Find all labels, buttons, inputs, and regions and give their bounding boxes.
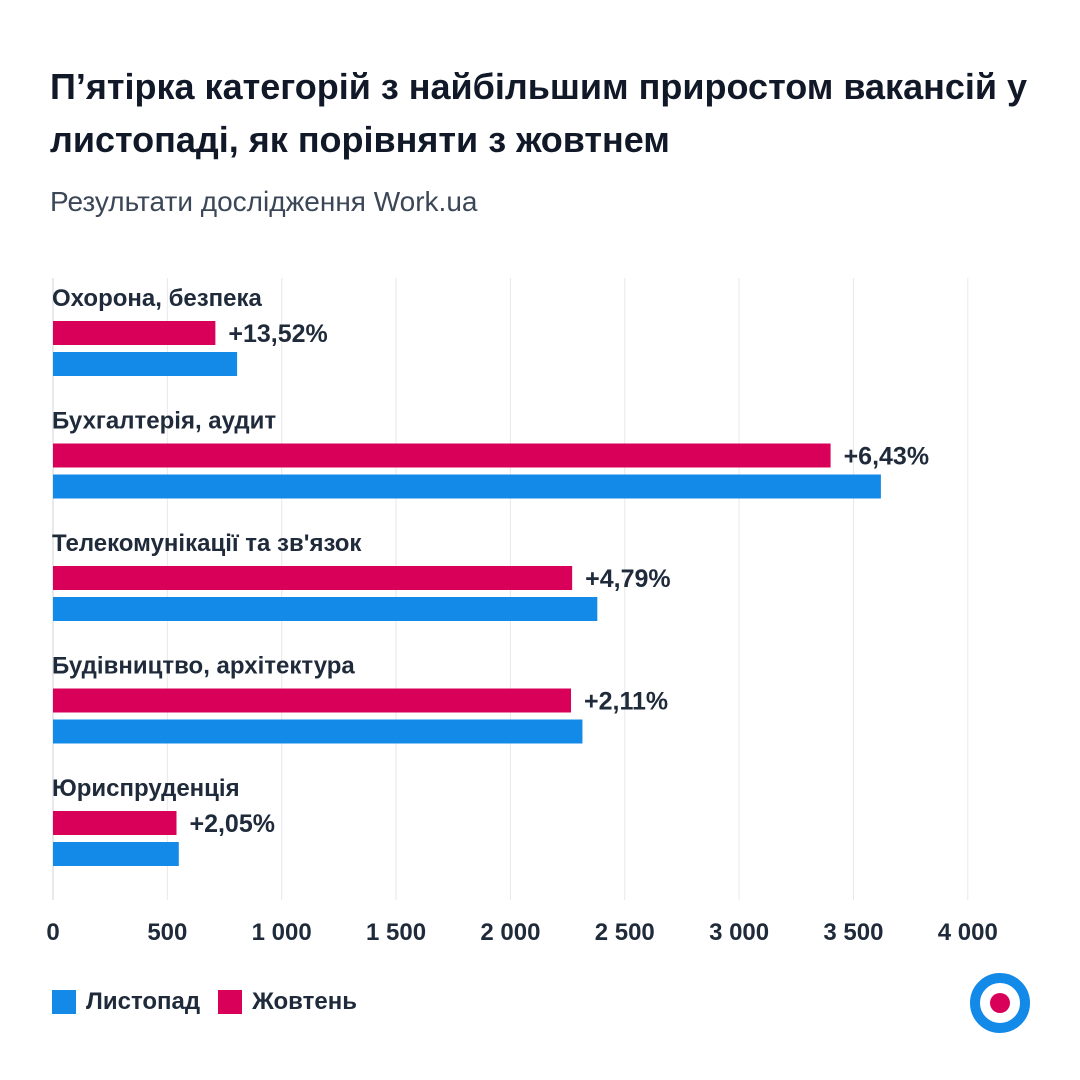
x-tick-label: 3 000 <box>709 919 769 946</box>
legend-item-november: Листопад <box>52 988 200 1016</box>
bar-november <box>53 719 583 744</box>
growth-label: +2,11% <box>584 688 668 716</box>
x-tick-label: 1 500 <box>366 919 426 946</box>
growth-label: +6,43% <box>844 443 930 471</box>
x-tick-label: 0 <box>46 919 59 946</box>
bar-october <box>53 811 177 835</box>
x-tick-label: 4 000 <box>938 919 998 946</box>
growth-label: +4,79% <box>585 565 671 593</box>
category-label: Телекомунікації та зв'язок <box>52 530 362 557</box>
x-tick-label: 2 500 <box>595 919 655 946</box>
bar-october <box>53 688 572 713</box>
growth-label: +13,52% <box>228 320 327 348</box>
legend-label-october: Жовтень <box>252 988 357 1015</box>
legend-swatch-october <box>218 990 243 1014</box>
category-label: Охорона, безпека <box>52 285 263 312</box>
category-label: Юриспруденція <box>52 775 240 802</box>
x-tick-label: 500 <box>147 919 187 946</box>
x-tick-label: 3 500 <box>823 919 883 946</box>
legend-item-october: Жовтень <box>218 988 357 1016</box>
chart-title: П’ятірка категорій з найбільшим приросто… <box>50 66 1028 160</box>
bar-october <box>53 321 216 345</box>
category-label: Будівництво, архітектура <box>52 653 355 680</box>
legend-label-november: Листопад <box>86 988 201 1015</box>
bar-november <box>53 474 881 499</box>
category-label: Бухгалтерія, аудит <box>52 408 276 435</box>
workua-logo-icon <box>970 973 1030 1033</box>
bar-october <box>53 443 831 468</box>
bar-october <box>53 566 573 590</box>
growth-label: +2,05% <box>189 810 274 838</box>
legend-swatch-november <box>52 990 76 1014</box>
chart-subtitle: Результати дослідження Work.ua <box>50 186 478 217</box>
bar-november <box>53 597 598 621</box>
bar-november <box>53 352 238 376</box>
x-tick-label: 2 000 <box>480 919 540 946</box>
chart-legend: Листопад Жовтень <box>52 988 363 1016</box>
bar-chart: 0 500 1 000 1 500 2 000 2 500 3 000 3 500 4 000 О… <box>46 278 998 946</box>
bar-november <box>53 842 179 866</box>
x-tick-label: 1 000 <box>252 919 312 946</box>
